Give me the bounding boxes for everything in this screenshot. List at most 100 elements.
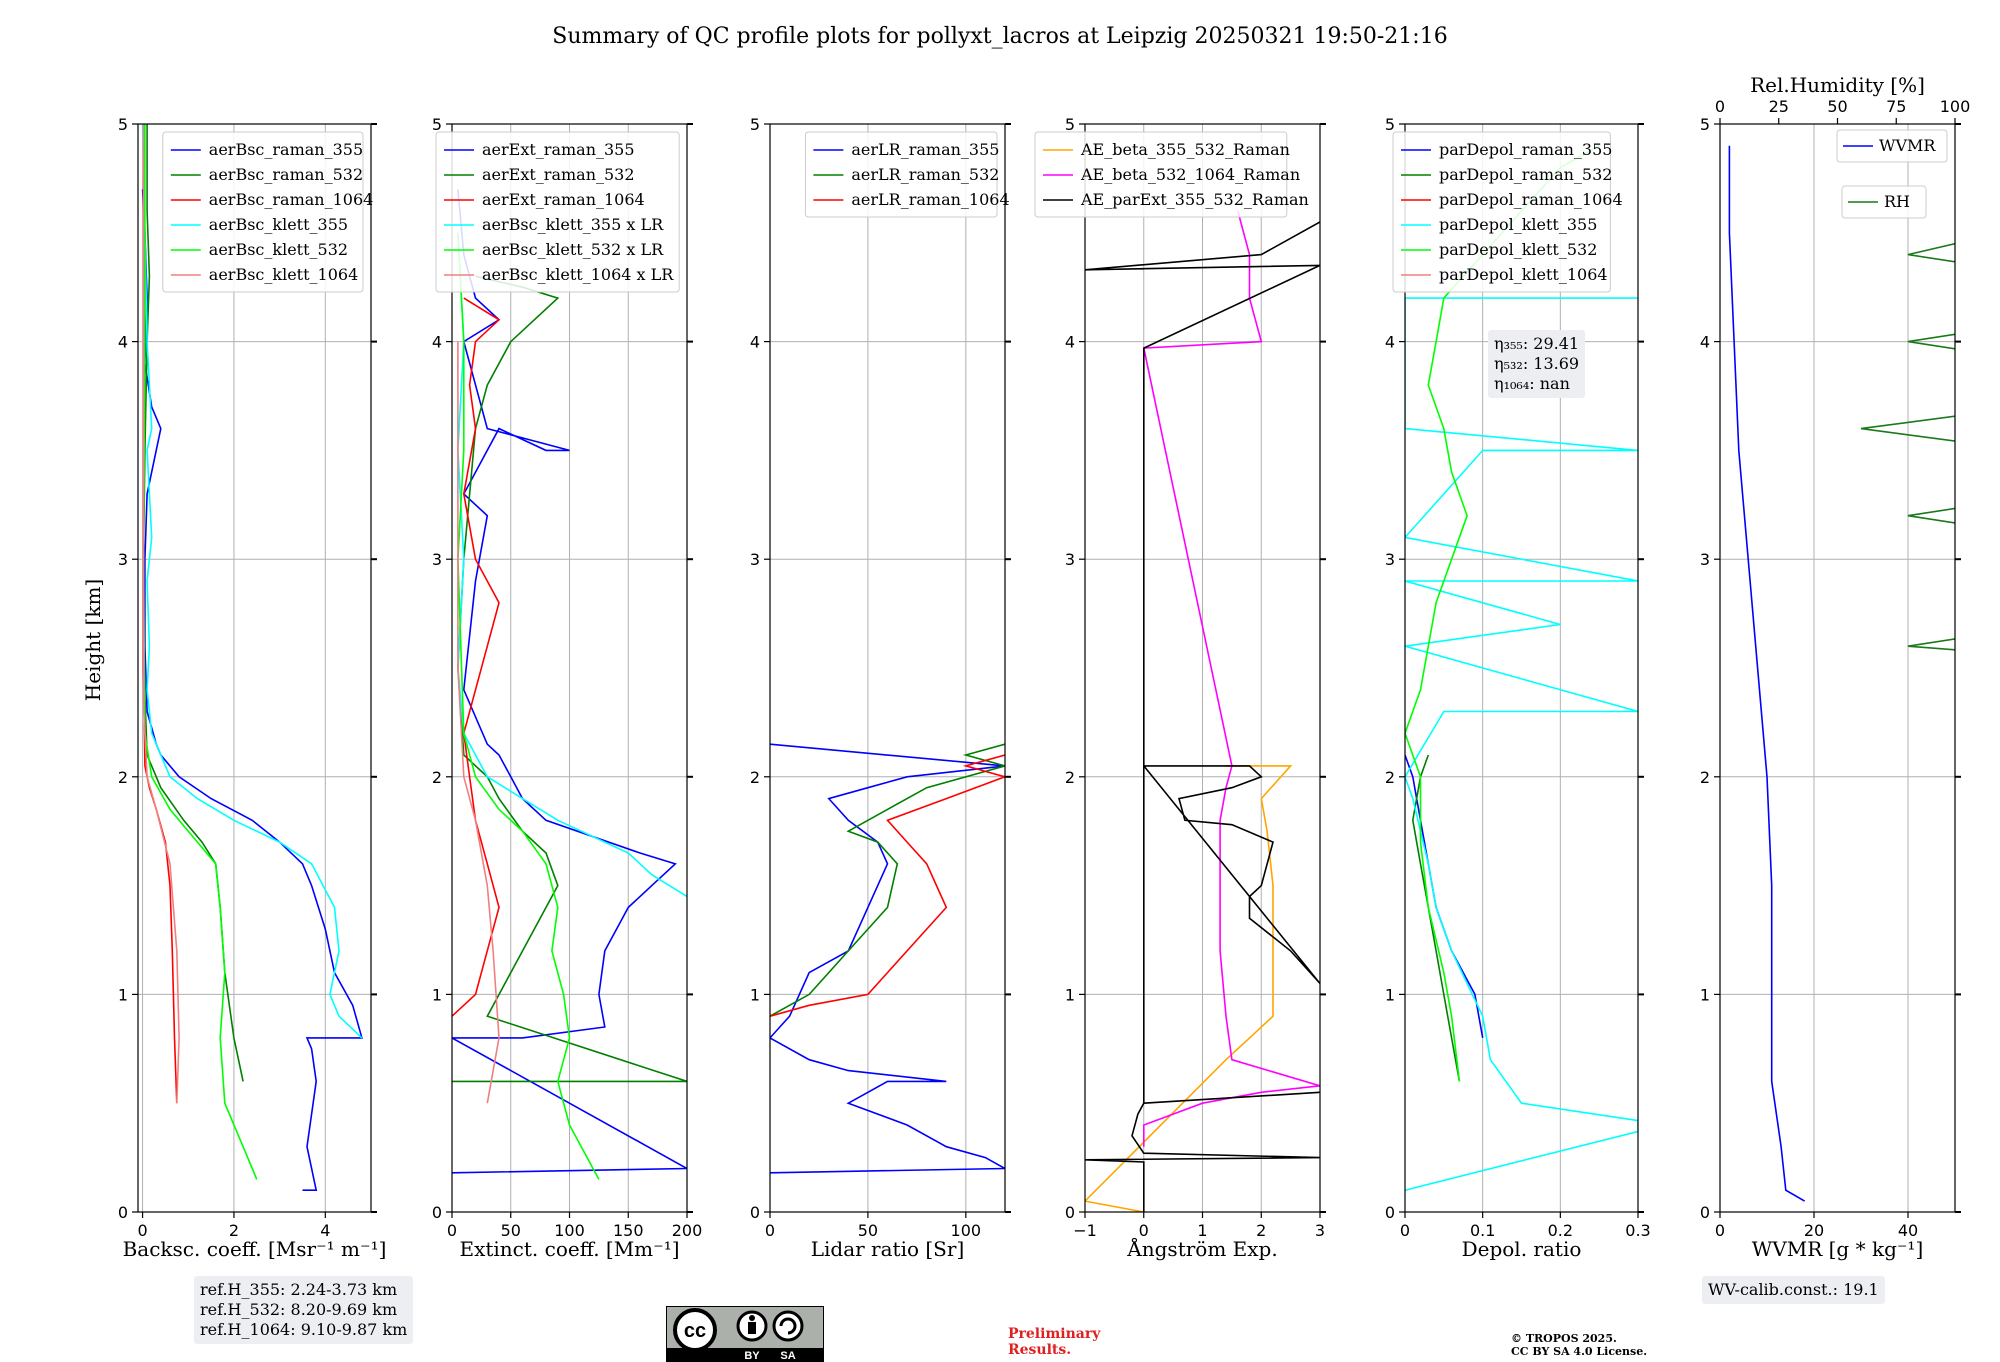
series-line-aerBsc_klett_355 bbox=[141, 124, 363, 1039]
y-tick-label: 1 bbox=[1065, 985, 1075, 1004]
series-line-aerExt_raman_1064 bbox=[452, 297, 501, 1017]
y-tick-label: 0 bbox=[1065, 1203, 1075, 1222]
legend-label: aerLR_raman_1064 bbox=[851, 190, 1009, 209]
y-tick-label: 4 bbox=[1385, 333, 1395, 352]
y-tick-label: 2 bbox=[750, 768, 760, 787]
x-tick-label: 50 bbox=[501, 1221, 521, 1240]
eta-355: η₃₅₅: 29.41 bbox=[1494, 334, 1580, 353]
legend-label: parDepol_raman_532 bbox=[1439, 165, 1612, 184]
series-line-parDepol_klett_355 bbox=[1405, 297, 1638, 1191]
x-tick-label: 0 bbox=[447, 1221, 457, 1240]
x-tick-label: 150 bbox=[613, 1221, 644, 1240]
legend-label: aerBsc_klett_355 x LR bbox=[482, 215, 664, 234]
x2-tick-label: 75 bbox=[1886, 97, 1906, 116]
x-tick-label: 100 bbox=[554, 1221, 585, 1240]
x2-tick-label: 100 bbox=[1940, 97, 1971, 116]
series-line-AE_parExt_355_532_Raman bbox=[1085, 221, 1320, 1212]
legend: parDepol_raman_355 parDepol_raman_532 parD… bbox=[1392, 131, 1623, 293]
legend-label: parDepol_klett_1064 bbox=[1439, 265, 1608, 284]
x-tick-label: 2 bbox=[229, 1221, 239, 1240]
y-tick-label: 1 bbox=[432, 985, 442, 1004]
x2-tick-label: 50 bbox=[1827, 97, 1847, 116]
sa-text: SA bbox=[780, 1350, 795, 1362]
y-tick-label: 0 bbox=[750, 1203, 760, 1222]
y-tick-label: 3 bbox=[1065, 550, 1075, 569]
y-tick-label: 2 bbox=[118, 768, 128, 787]
legend: aerLR_raman_355 aerLR_raman_532 aerLR_rama… bbox=[804, 131, 1010, 218]
legend-label: aerBsc_raman_532 bbox=[209, 165, 363, 184]
eta-1064: η₁₀₆₄: nan bbox=[1494, 374, 1570, 393]
legend-label: aerExt_raman_532 bbox=[482, 165, 635, 184]
legend-box bbox=[1034, 131, 1288, 218]
y-tick-label: 3 bbox=[432, 550, 442, 569]
license-line: CC BY SA 4.0 License. bbox=[1511, 1345, 1648, 1358]
ref-height-355: ref.H_355: 2.24-3.73 km bbox=[200, 1280, 398, 1299]
x-axis-label: Lidar ratio [Sr] bbox=[811, 1237, 965, 1261]
x-tick-label: 50 bbox=[858, 1221, 878, 1240]
y-tick-label: 2 bbox=[1385, 768, 1395, 787]
legend-label: aerBsc_raman_1064 bbox=[209, 190, 374, 209]
cc-license-logo: cc BY SA bbox=[666, 1306, 824, 1362]
legend-label: aerLR_raman_355 bbox=[851, 140, 999, 159]
y-tick-label: 1 bbox=[118, 985, 128, 1004]
y-tick-label: 5 bbox=[1065, 115, 1075, 134]
legend: aerExt_raman_355 aerExt_raman_532 aerExt_r… bbox=[435, 131, 680, 293]
y-tick-label: 0 bbox=[118, 1203, 128, 1222]
y-axis-label: Height [km] bbox=[81, 579, 105, 701]
x-axis-label: Backsc. coeff. [Msr⁻¹ m⁻¹] bbox=[123, 1237, 387, 1261]
legend-box bbox=[1392, 131, 1611, 293]
legend-label: aerBsc_klett_1064 x LR bbox=[482, 265, 674, 284]
preliminary-note: Preliminary Results. bbox=[1008, 1326, 1100, 1358]
legend-label: parDepol_raman_1064 bbox=[1439, 190, 1623, 209]
x-axis-label: Ångström Exp. bbox=[1126, 1236, 1277, 1261]
panel-3: 0 50 100 0 1 2 3 4 5 Lidar ratio [Sr] aerLR_raman_… bbox=[750, 115, 1011, 1261]
x-axis-label: WVMR [g * kg⁻¹] bbox=[1752, 1237, 1924, 1261]
series-line-aerBsc_klett_1064 bbox=[142, 124, 180, 1104]
legend-label: parDepol_klett_532 bbox=[1439, 240, 1597, 259]
y-tick-label: 5 bbox=[1385, 115, 1395, 134]
legend-label: aerExt_raman_355 bbox=[482, 140, 635, 159]
by-text: BY bbox=[744, 1350, 760, 1362]
x-tick-label: 40 bbox=[1898, 1221, 1918, 1240]
y-tick-label: 0 bbox=[1385, 1203, 1395, 1222]
x2-tick-label: 0 bbox=[1715, 97, 1725, 116]
y-tick-label: 4 bbox=[750, 333, 760, 352]
legend-label: parDepol_klett_355 bbox=[1439, 215, 1597, 234]
x-tick-label: 0 bbox=[1715, 1221, 1725, 1240]
legend: aerBsc_raman_355 aerBsc_raman_532 aerBsc_r… bbox=[162, 131, 374, 293]
series-line-aerBsc_klett_355 x LR bbox=[457, 232, 687, 898]
y-tick-label: 4 bbox=[432, 333, 442, 352]
y-tick-label: 0 bbox=[1700, 1203, 1710, 1222]
y-tick-label: 2 bbox=[432, 768, 442, 787]
x-tick-label: 3 bbox=[1315, 1221, 1325, 1240]
preliminary-line-2: Results. bbox=[1008, 1342, 1072, 1358]
series-line-aerLR_raman_1064 bbox=[770, 754, 1005, 1017]
y-tick-label: 5 bbox=[1700, 115, 1710, 134]
plot-frame bbox=[1719, 123, 1956, 1213]
legend-label: aerExt_raman_1064 bbox=[482, 190, 645, 209]
series-line-aerBsc_klett_1064 x LR bbox=[457, 341, 500, 1104]
x-tick-label: 1 bbox=[1197, 1221, 1207, 1240]
legend-label: AE_beta_532_1064_Raman bbox=[1080, 165, 1300, 184]
y-tick-label: 1 bbox=[750, 985, 760, 1004]
series-line-AE_beta_532_1064_Raman bbox=[1142, 210, 1320, 1147]
x-axis-label: Depol. ratio bbox=[1462, 1237, 1582, 1261]
x-tick-label: 0.3 bbox=[1625, 1221, 1650, 1240]
x-tick-label: 4 bbox=[320, 1221, 330, 1240]
legend-label-rh: RH bbox=[1884, 192, 1910, 211]
y-tick-label: 5 bbox=[750, 115, 760, 134]
x2-axis-label: Rel.Humidity [%] bbox=[1750, 73, 1925, 97]
x-tick-label: 20 bbox=[1804, 1221, 1824, 1240]
y-tick-label: 1 bbox=[1385, 985, 1395, 1004]
legend-label: aerBsc_klett_1064 bbox=[209, 265, 358, 284]
x-tick-label: 0.1 bbox=[1470, 1221, 1495, 1240]
plot-frame bbox=[769, 123, 1006, 1213]
x-tick-label: 0 bbox=[1400, 1221, 1410, 1240]
series-line-aerLR_raman_532 bbox=[770, 743, 1005, 1017]
y-tick-label: 2 bbox=[1065, 768, 1075, 787]
y-tick-label: 4 bbox=[1065, 333, 1075, 352]
x-tick-label: 0.2 bbox=[1548, 1221, 1573, 1240]
x-tick-label: 0 bbox=[137, 1221, 147, 1240]
eta-532: η₅₃₂: 13.69 bbox=[1494, 354, 1580, 373]
